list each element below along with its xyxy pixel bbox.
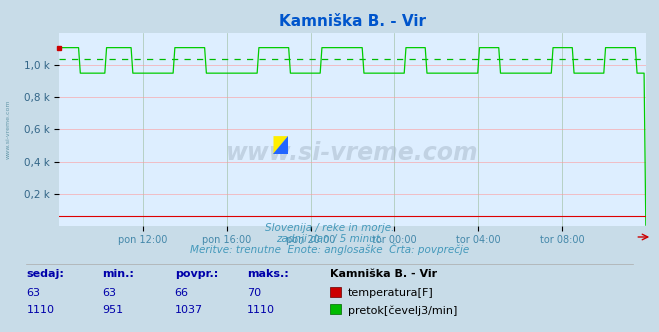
Text: 63: 63	[26, 288, 40, 298]
Text: 70: 70	[247, 288, 261, 298]
Text: zadnji dan / 5 minut.: zadnji dan / 5 minut.	[276, 234, 383, 244]
Text: Meritve: trenutne  Enote: anglosaške  Črta: povprečje: Meritve: trenutne Enote: anglosaške Črta…	[190, 243, 469, 255]
Text: 951: 951	[102, 305, 123, 315]
Text: 1110: 1110	[247, 305, 275, 315]
Text: sedaj:: sedaj:	[26, 269, 64, 279]
Text: 1110: 1110	[26, 305, 54, 315]
Text: www.si-vreme.com: www.si-vreme.com	[226, 140, 479, 165]
Text: 1037: 1037	[175, 305, 203, 315]
Text: 66: 66	[175, 288, 188, 298]
Text: pretok[čevelj3/min]: pretok[čevelj3/min]	[348, 305, 457, 316]
Text: maks.:: maks.:	[247, 269, 289, 279]
Text: Slovenija / reke in morje.: Slovenija / reke in morje.	[265, 223, 394, 233]
Text: www.si-vreme.com: www.si-vreme.com	[5, 100, 11, 159]
Text: povpr.:: povpr.:	[175, 269, 218, 279]
Text: Kamniška B. - Vir: Kamniška B. - Vir	[330, 269, 437, 279]
Text: 63: 63	[102, 288, 116, 298]
Title: Kamniška B. - Vir: Kamniška B. - Vir	[279, 14, 426, 29]
Text: min.:: min.:	[102, 269, 134, 279]
Text: temperatura[F]: temperatura[F]	[348, 288, 434, 298]
Polygon shape	[273, 136, 288, 154]
Polygon shape	[273, 136, 288, 154]
